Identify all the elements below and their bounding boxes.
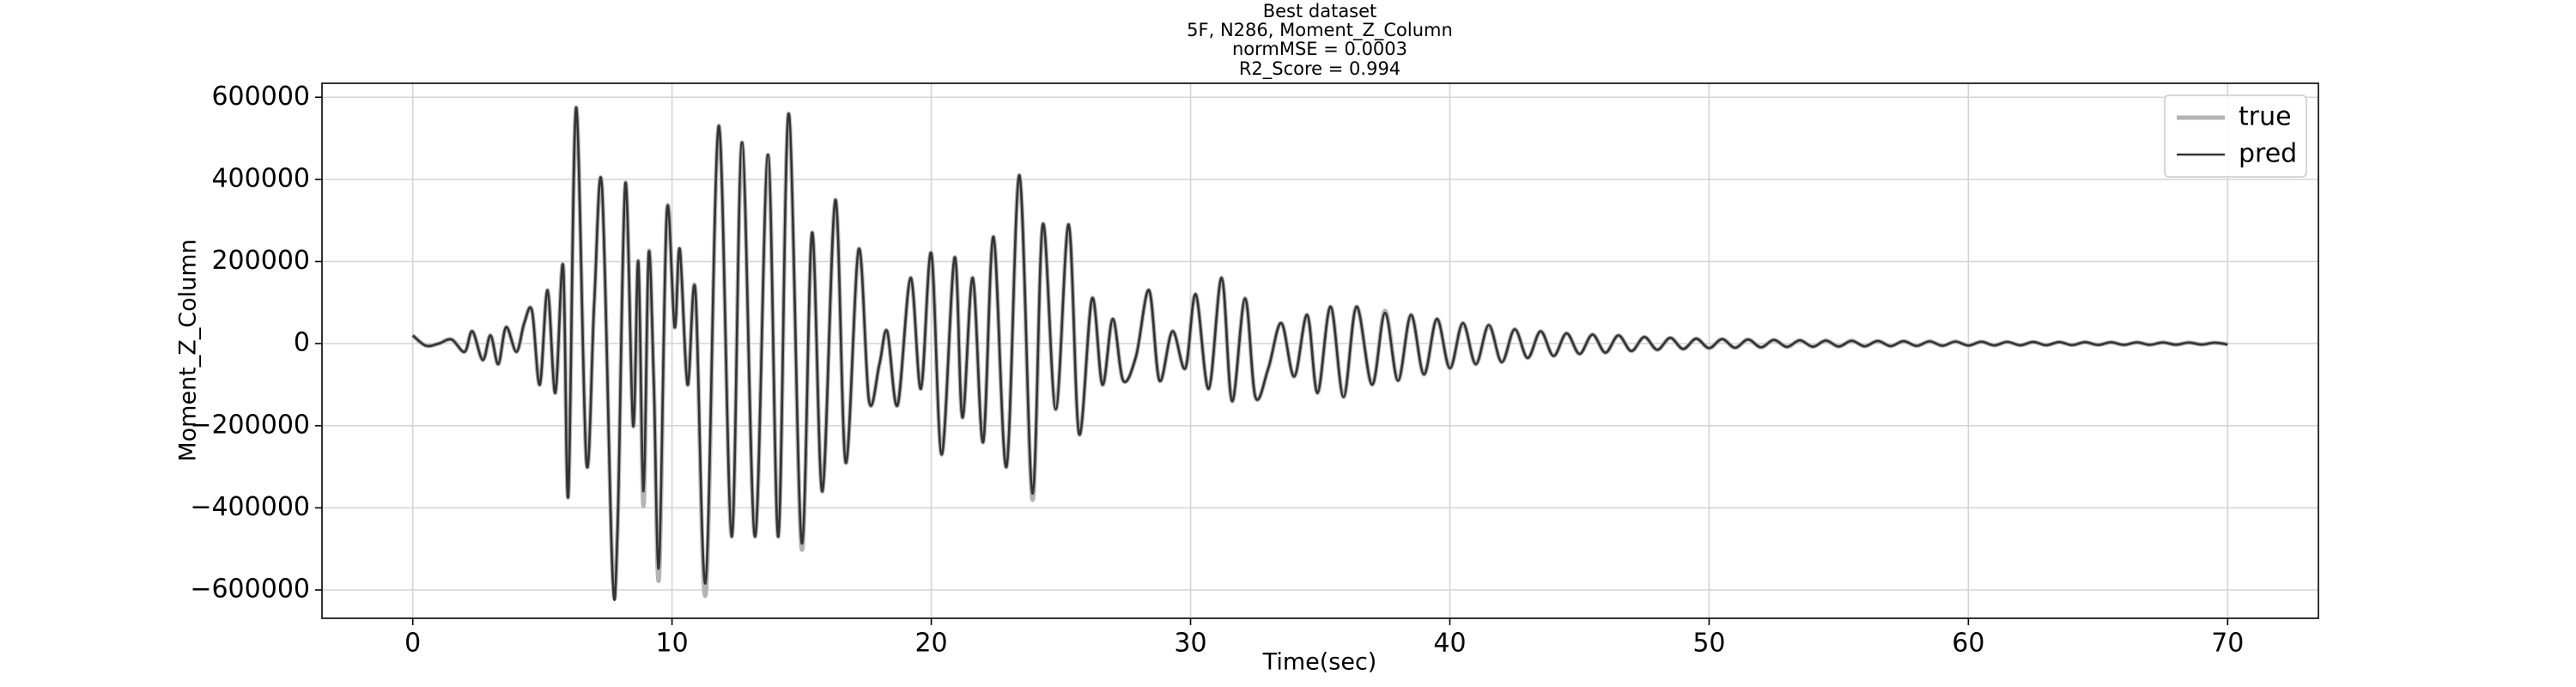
x-tick-label: 50	[1692, 629, 1725, 659]
legend-label: pred	[2239, 139, 2297, 169]
x-tick-label: 20	[914, 629, 947, 659]
y-tick-label: 400000	[211, 163, 310, 193]
y-tick-label: −400000	[190, 492, 310, 522]
x-tick-label: 40	[1433, 629, 1466, 659]
x-tick-label: 0	[404, 629, 421, 659]
y-tick-label: −600000	[190, 575, 310, 605]
chart-subtitle: R2_Score = 0.994	[1239, 58, 1400, 80]
y-tick-label: 200000	[211, 246, 310, 276]
y-tick-label: 600000	[211, 82, 310, 112]
series-line	[411, 106, 2228, 601]
x-tick-label: 30	[1174, 629, 1206, 659]
x-axis-label: Time(sec)	[1262, 649, 1377, 676]
chart-title: Best dataset	[1263, 1, 1377, 21]
legend: true pred	[2164, 94, 2307, 178]
y-axis-label: Moment_Z_Column	[175, 239, 202, 461]
x-tick-label: 70	[2211, 629, 2244, 659]
y-tick-label: −200000	[190, 410, 310, 440]
x-tick-label: 10	[656, 629, 689, 659]
chart-subtitle: 5F, N286, Moment_Z_Column	[1187, 20, 1453, 41]
legend-label: true	[2239, 102, 2292, 132]
y-tick-label: 0	[294, 328, 310, 358]
plot-frame	[321, 82, 2319, 619]
x-tick-label: 60	[1952, 629, 1984, 659]
chart-subtitle: normMSE = 0.0003	[1232, 39, 1407, 59]
